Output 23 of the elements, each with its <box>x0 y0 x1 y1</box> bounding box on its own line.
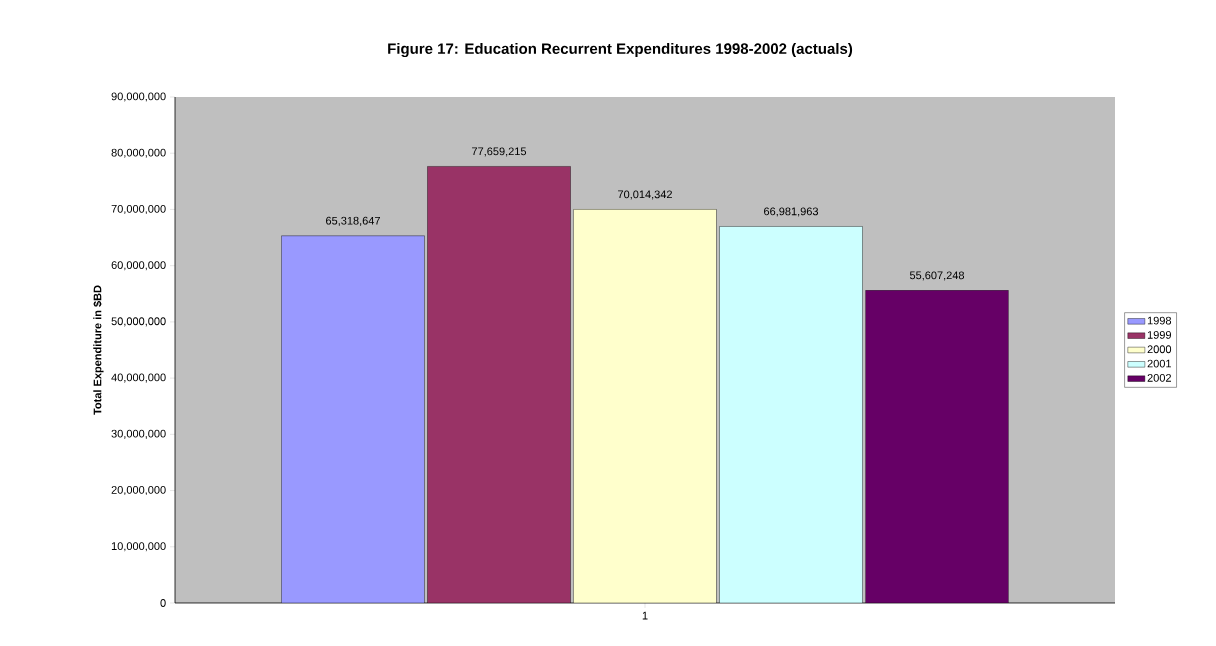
data-label: 55,607,248 <box>909 271 965 281</box>
legend-label: 2002 <box>1147 374 1171 382</box>
legend-label: 1999 <box>1147 331 1172 339</box>
y-tick-label: 50,000,000 <box>111 317 166 327</box>
y-tick-label: 30,000,000 <box>111 429 166 439</box>
y-tick-label: 10,000,000 <box>111 542 166 552</box>
legend-label: 2000 <box>1147 345 1172 354</box>
legend-label: 1998 <box>1147 316 1172 325</box>
data-label: 77,659,215 <box>472 147 527 157</box>
y-tick-label: 40,000,000 <box>111 373 166 383</box>
data-label: 65,318,647 <box>326 216 380 226</box>
y-tick-label: 20,000,000 <box>111 486 166 496</box>
y-tick-label: 90,000,000 <box>111 92 166 102</box>
data-label: 66,981,963 <box>764 207 819 217</box>
y-tick-label: 60,000,000 <box>111 261 166 271</box>
y-tick-label: 70,000,000 <box>111 204 166 214</box>
y-tick-label: 80,000,000 <box>111 148 166 158</box>
y-tick-label: 0 <box>160 599 166 607</box>
legend-label: 2001 <box>1147 359 1172 368</box>
x-tick-label: 1 <box>642 611 648 620</box>
y-axis-title: Total Expenditure in $BD <box>93 285 104 415</box>
chart-title: Figure 17: Education Recurrent Expenditures 1998-2002 (actuals) <box>388 42 853 58</box>
data-label: 70,014,342 <box>618 190 672 200</box>
